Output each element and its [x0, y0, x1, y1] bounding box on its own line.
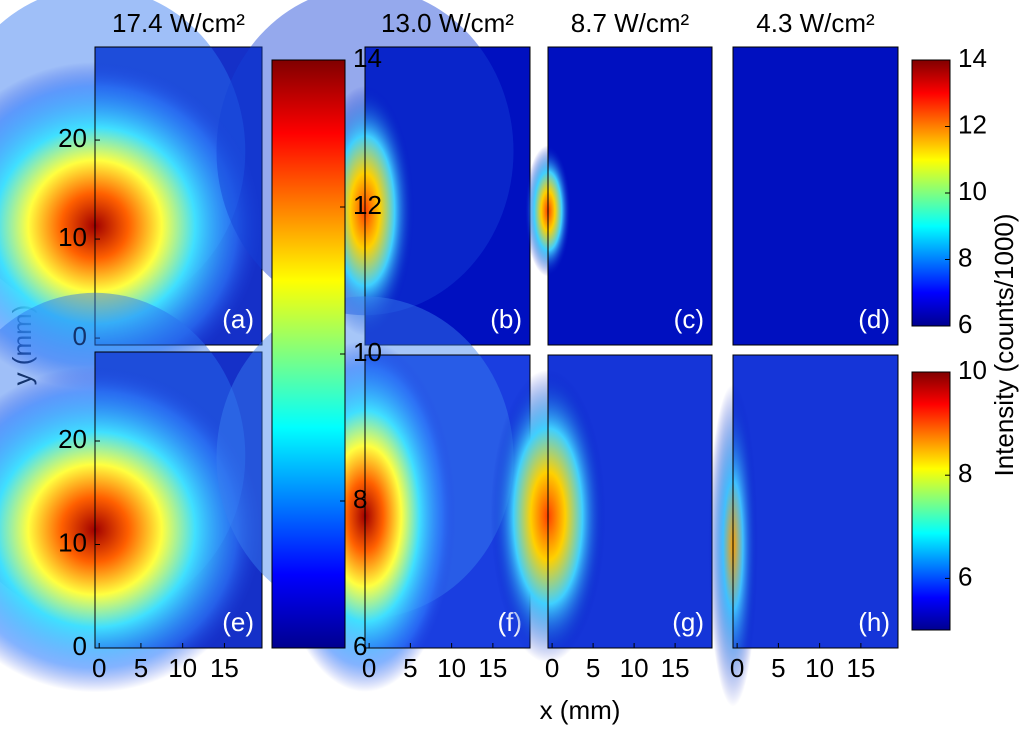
colorbar-tick-label: 10: [958, 176, 987, 206]
x-tick-label: 0: [362, 653, 376, 683]
heatmap-glow: [0, 366, 262, 693]
y-tick-label: 10: [58, 222, 87, 252]
y-tick-label: 20: [58, 424, 87, 454]
y-tick-label: 20: [58, 123, 87, 153]
x-tick-label: 5: [586, 653, 600, 683]
colorbar: [911, 371, 951, 631]
colorbar-tick-label: 6: [958, 561, 972, 591]
colorbar-tick-label: 6: [353, 631, 367, 661]
colorbar: [271, 59, 346, 649]
panel-label: (c): [674, 304, 704, 334]
colorbar-tick-label: 8: [353, 484, 367, 514]
panel-frame: [94, 46, 263, 346]
panel-label: (b): [490, 304, 522, 334]
colorbar-tick-label: 14: [353, 43, 382, 73]
x-tick-label: 5: [771, 653, 785, 683]
panel-title: 4.3 W/cm²: [756, 8, 875, 38]
panel-title: 13.0 W/cm²: [381, 8, 514, 38]
x-tick-label: 15: [478, 653, 507, 683]
colorbar-tick-label: 14: [958, 43, 987, 73]
x-tick-label: 15: [661, 653, 690, 683]
x-tick-label: 10: [620, 653, 649, 683]
panel-frame: [732, 354, 899, 649]
heatmap-glow: [0, 61, 262, 390]
panel-label: (e): [222, 607, 254, 637]
colorbar-tick-label: 6: [958, 309, 972, 339]
colorbar-tick-label: 12: [353, 190, 382, 220]
x-tick-label: 10: [168, 653, 197, 683]
colorbar-tick-label: 10: [958, 355, 987, 385]
colorbar-tick-label: 10: [353, 337, 382, 367]
colorbar-tick-label: 8: [958, 458, 972, 488]
panel-title: 8.7 W/cm²: [571, 8, 690, 38]
heatmap-background: [733, 47, 898, 345]
heatmap-background: [733, 355, 898, 648]
y-tick-label: 0: [73, 631, 87, 661]
panel-label: (h): [858, 607, 890, 637]
colorbar-tick-label: 12: [958, 109, 987, 139]
colorbar: [911, 59, 951, 327]
heatmap-background: [548, 47, 712, 345]
x-tick-label: 10: [805, 653, 834, 683]
panel-frame: [547, 46, 713, 346]
x-tick-label: 0: [545, 653, 559, 683]
panel-label: (g): [672, 607, 704, 637]
x-tick-label: 5: [134, 653, 148, 683]
panel-label: (a): [222, 304, 254, 334]
colorbar-label: Intensity (counts/1000): [989, 213, 1019, 476]
panel-label: (d): [858, 304, 890, 334]
y-tick-label: 0: [73, 321, 87, 351]
colorbar-tick-label: 8: [958, 242, 972, 272]
panel-frame: [732, 46, 899, 346]
panel-title: 17.4 W/cm²: [112, 8, 245, 38]
x-tick-label: 0: [92, 653, 106, 683]
x-tick-label: 0: [730, 653, 744, 683]
x-tick-label: 15: [210, 653, 239, 683]
panel-frame: [94, 351, 263, 649]
x-axis-label: x (mm): [540, 695, 621, 725]
x-tick-label: 15: [846, 653, 875, 683]
y-tick-label: 10: [58, 527, 87, 557]
x-tick-label: 10: [437, 653, 466, 683]
x-tick-label: 5: [403, 653, 417, 683]
